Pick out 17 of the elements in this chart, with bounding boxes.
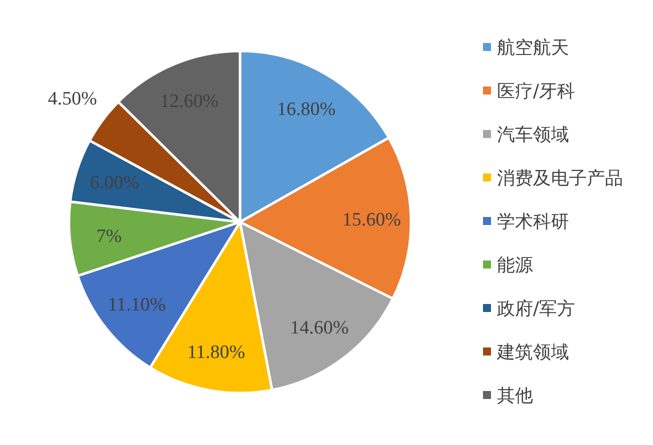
legend-label: 消费及电子产品 [497,168,623,189]
data-label: 14.60% [290,318,349,339]
data-label: 4.50% [48,88,98,110]
data-label: 11.80% [187,342,246,364]
legend-label: 医疗/牙科 [497,80,576,102]
data-label: 16.80% [277,98,336,120]
legend-label: 政府/军方 [497,298,576,320]
legend-label: 航空航天 [497,37,569,58]
data-label: 15.60% [342,209,402,230]
legend-label: 建筑领域 [496,342,569,363]
legend-label: 其他 [497,385,533,406]
data-label: 7% [96,226,122,247]
legend-label: 学术科研 [497,211,569,232]
data-label: 6.00% [90,172,140,194]
data-label: 11.10% [108,294,166,316]
legend-label: 汽车领域 [497,124,569,146]
legend-label: 能源 [497,254,533,276]
